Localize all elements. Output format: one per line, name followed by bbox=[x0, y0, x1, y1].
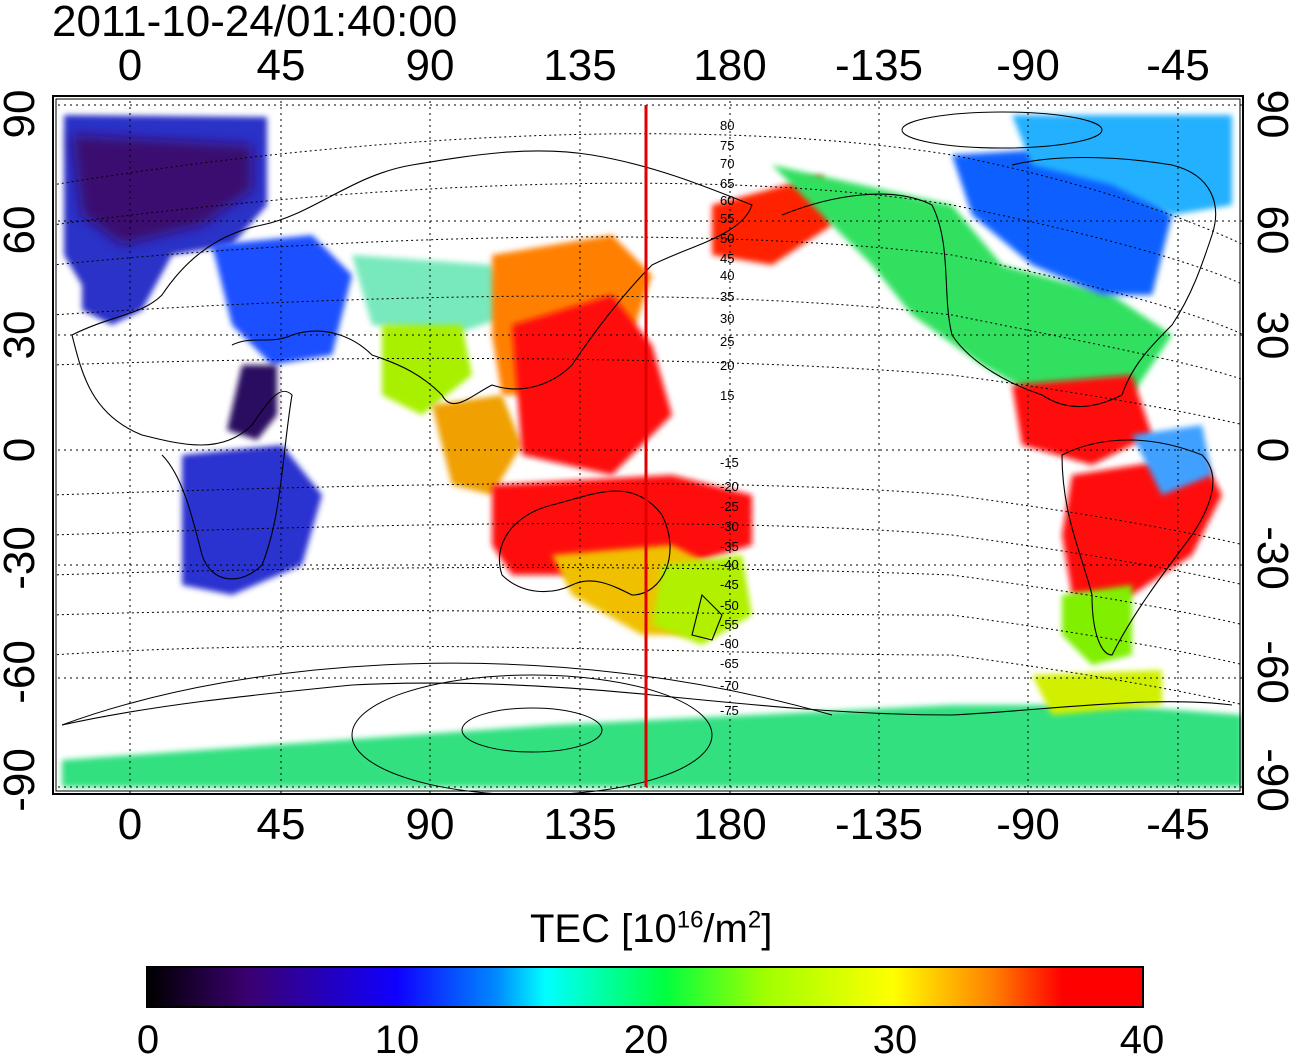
mlat-labels: 80 75 70 65 60 55 50 45 40 35 30 25 20 1… bbox=[720, 118, 739, 718]
tec-region-se-asia bbox=[432, 395, 522, 495]
coast-south-america bbox=[1061, 439, 1214, 656]
tec-region-antarctic-yellow bbox=[1032, 670, 1162, 715]
mlat-label: 15 bbox=[720, 388, 734, 403]
tec-region-south-america bbox=[1062, 455, 1222, 595]
plot-title: 2011-10-24/01:40:00 bbox=[52, 0, 458, 46]
mlat-label: -25 bbox=[720, 499, 739, 514]
mlat-label: -55 bbox=[720, 617, 739, 632]
colorbar-tick: 10 bbox=[374, 1018, 420, 1062]
lon-tick-bottom: 90 bbox=[405, 800, 455, 849]
lon-tick-top: 0 bbox=[117, 41, 143, 90]
tec-region-brazil-blue bbox=[1132, 425, 1212, 495]
lat-tick-right: -60 bbox=[1248, 640, 1292, 704]
colorbar-tick: 20 bbox=[623, 1018, 669, 1062]
lon-tick-top: -90 bbox=[996, 41, 1060, 90]
tec-region-africa-dark bbox=[227, 365, 277, 440]
mlat-label: 45 bbox=[720, 251, 734, 266]
tec-region-north-america bbox=[772, 165, 1172, 405]
mlat-label: 80 bbox=[720, 118, 734, 133]
mlat-label: 20 bbox=[720, 358, 734, 373]
lon-tick-bottom: -135 bbox=[834, 800, 924, 849]
coast-africa bbox=[71, 334, 293, 580]
tec-region-arctic bbox=[1012, 115, 1232, 215]
mlat-label: -50 bbox=[720, 598, 739, 613]
mlat-label: 40 bbox=[720, 268, 734, 283]
tec-region-west-russia bbox=[212, 235, 352, 365]
mlat-label: -40 bbox=[720, 557, 739, 572]
lat-tick-left: -60 bbox=[0, 640, 44, 704]
lat-tick-right: 90 bbox=[1248, 89, 1292, 139]
coast-north-america bbox=[781, 156, 1217, 408]
lon-tick-top: 90 bbox=[405, 41, 455, 90]
tec-region-nz bbox=[652, 555, 752, 645]
lon-tick-bottom: 0 bbox=[117, 800, 143, 849]
lat-tick-right: 0 bbox=[1248, 438, 1292, 462]
mlat-label: -75 bbox=[720, 703, 739, 718]
tec-region-central-asia bbox=[352, 255, 512, 335]
coast-eurasia bbox=[71, 150, 753, 405]
lat-tick-left: -90 bbox=[0, 748, 44, 812]
lon-tick-bottom: 135 bbox=[543, 800, 617, 849]
colorbar bbox=[146, 966, 1144, 1008]
tec-region-antarctic bbox=[62, 705, 1242, 787]
mlat-label: 30 bbox=[720, 311, 734, 326]
magnetic-latitude-contours bbox=[52, 133, 1244, 706]
lat-tick-left: -30 bbox=[0, 526, 44, 590]
mlat-label: -30 bbox=[720, 519, 739, 534]
coast-australia bbox=[498, 490, 671, 596]
mlat-label: 25 bbox=[720, 334, 734, 349]
tec-region-australia bbox=[492, 475, 752, 575]
mlat-label: -20 bbox=[720, 479, 739, 494]
map-inner-frame bbox=[55, 98, 1241, 792]
lat-tick-right: -90 bbox=[1248, 748, 1292, 812]
tec-map: 80 75 70 65 60 55 50 45 40 35 30 25 20 1… bbox=[52, 95, 1244, 795]
map-frame bbox=[52, 95, 1244, 795]
tec-region-west-pacific bbox=[512, 295, 672, 475]
lon-tick-bottom: 45 bbox=[256, 800, 306, 849]
lon-tick-top: 135 bbox=[543, 41, 617, 90]
mlat-label: 70 bbox=[720, 156, 734, 171]
mlat-label: -35 bbox=[720, 539, 739, 554]
lon-tick-bottom: -45 bbox=[1146, 800, 1210, 849]
lon-tick-bottom: -90 bbox=[996, 800, 1060, 849]
lon-tick-top: 180 bbox=[693, 41, 767, 90]
mlat-label: -65 bbox=[720, 656, 739, 671]
lat-tick-left: 60 bbox=[0, 205, 44, 255]
lat-tick-right: -30 bbox=[1248, 526, 1292, 590]
colorbar-label: TEC [1016/m2] bbox=[530, 906, 773, 951]
tec-region-patagonia bbox=[1062, 585, 1132, 665]
lat-tick-left: 90 bbox=[0, 89, 44, 139]
lon-tick-bottom: 180 bbox=[693, 800, 767, 849]
mlat-label: -60 bbox=[720, 636, 739, 651]
mlat-label: -45 bbox=[720, 577, 739, 592]
mlat-label: 75 bbox=[720, 138, 734, 153]
graticule bbox=[52, 95, 1244, 795]
coast-antarctica bbox=[61, 682, 1233, 726]
lat-tick-right: 30 bbox=[1248, 310, 1292, 360]
lon-tick-top: 45 bbox=[256, 41, 306, 90]
lon-tick-top: -45 bbox=[1146, 41, 1210, 90]
colorbar-tick: 30 bbox=[872, 1018, 918, 1062]
coastlines bbox=[61, 150, 1233, 726]
colorbar-tick: 40 bbox=[1119, 1018, 1165, 1062]
lat-tick-right: 60 bbox=[1248, 205, 1292, 255]
mlat-label: 35 bbox=[720, 289, 734, 304]
lat-tick-left: 0 bbox=[0, 438, 44, 462]
mlat-label: 65 bbox=[720, 176, 734, 191]
mlat-label: -15 bbox=[720, 455, 739, 470]
tec-region-india bbox=[382, 325, 472, 415]
mlat-label: 50 bbox=[720, 231, 734, 246]
colorbar-tick: 0 bbox=[136, 1018, 160, 1062]
mlat-label: 60 bbox=[720, 193, 734, 208]
lon-tick-top: -135 bbox=[834, 41, 924, 90]
tec-region-east-africa bbox=[182, 445, 322, 595]
pole-contours bbox=[61, 111, 1103, 795]
mlat-label: -70 bbox=[720, 678, 739, 693]
lat-tick-left: 30 bbox=[0, 310, 44, 360]
coast-nz bbox=[691, 593, 723, 641]
mlat-label: 55 bbox=[720, 211, 734, 226]
